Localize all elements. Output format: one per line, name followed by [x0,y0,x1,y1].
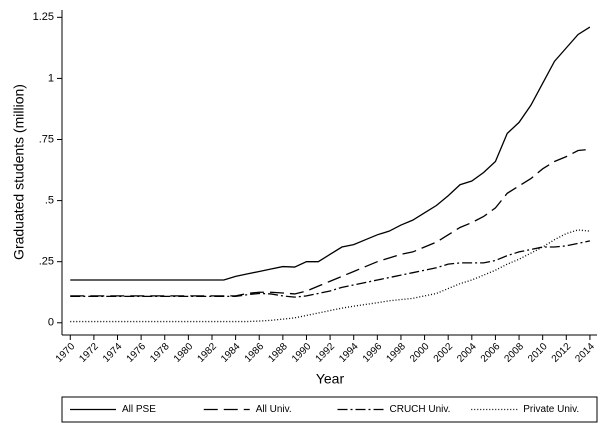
series-line [70,26,591,281]
series-line [70,148,590,297]
x-tick-label: 1972 [77,341,101,365]
x-tick-label: 1996 [361,341,385,365]
y-tick-label: 0 [48,317,54,329]
legend-label: CRUCH Univ. [390,404,451,415]
x-tick-label: 1990 [290,341,314,365]
series-line [70,229,590,323]
y-tick-label: .5 [45,195,54,207]
x-axis-title: Year [316,371,345,387]
x-tick-label: 1976 [125,341,149,365]
x-tick-label: 1974 [101,341,125,365]
x-tick-label: 2012 [550,341,574,365]
x-tick-label: 2000 [408,341,432,365]
y-tick-label: .25 [39,256,54,268]
x-tick-label: 1982 [195,341,219,365]
x-tick-label: 1978 [148,341,172,365]
x-tick-label: 2010 [526,341,550,365]
series-line [70,240,591,298]
y-tick-label: .75 [39,133,54,145]
y-tick-label: 1 [48,72,54,84]
x-tick-label: 1988 [266,341,290,365]
x-tick-label: 2002 [432,341,456,365]
legend-label: All PSE [122,404,156,415]
y-axis-title: Graduated students (million) [11,84,27,260]
x-tick-label: 1994 [337,341,361,365]
legend-label: All Univ. [256,404,292,415]
x-tick-label: 2008 [503,341,527,365]
x-tick-label: 2006 [479,341,503,365]
x-tick-label: 1986 [243,341,267,365]
y-tick-label: 1.25 [33,11,54,23]
x-tick-label: 1984 [219,341,243,365]
x-tick-label: 2004 [455,341,479,365]
x-tick-label: 1992 [314,341,338,365]
legend-label: Private Univ. [523,404,579,415]
x-tick-label: 1980 [172,341,196,365]
x-tick-label: 2014 [573,341,597,365]
x-tick-label: 1998 [384,341,408,365]
x-tick-label: 1970 [54,341,78,365]
